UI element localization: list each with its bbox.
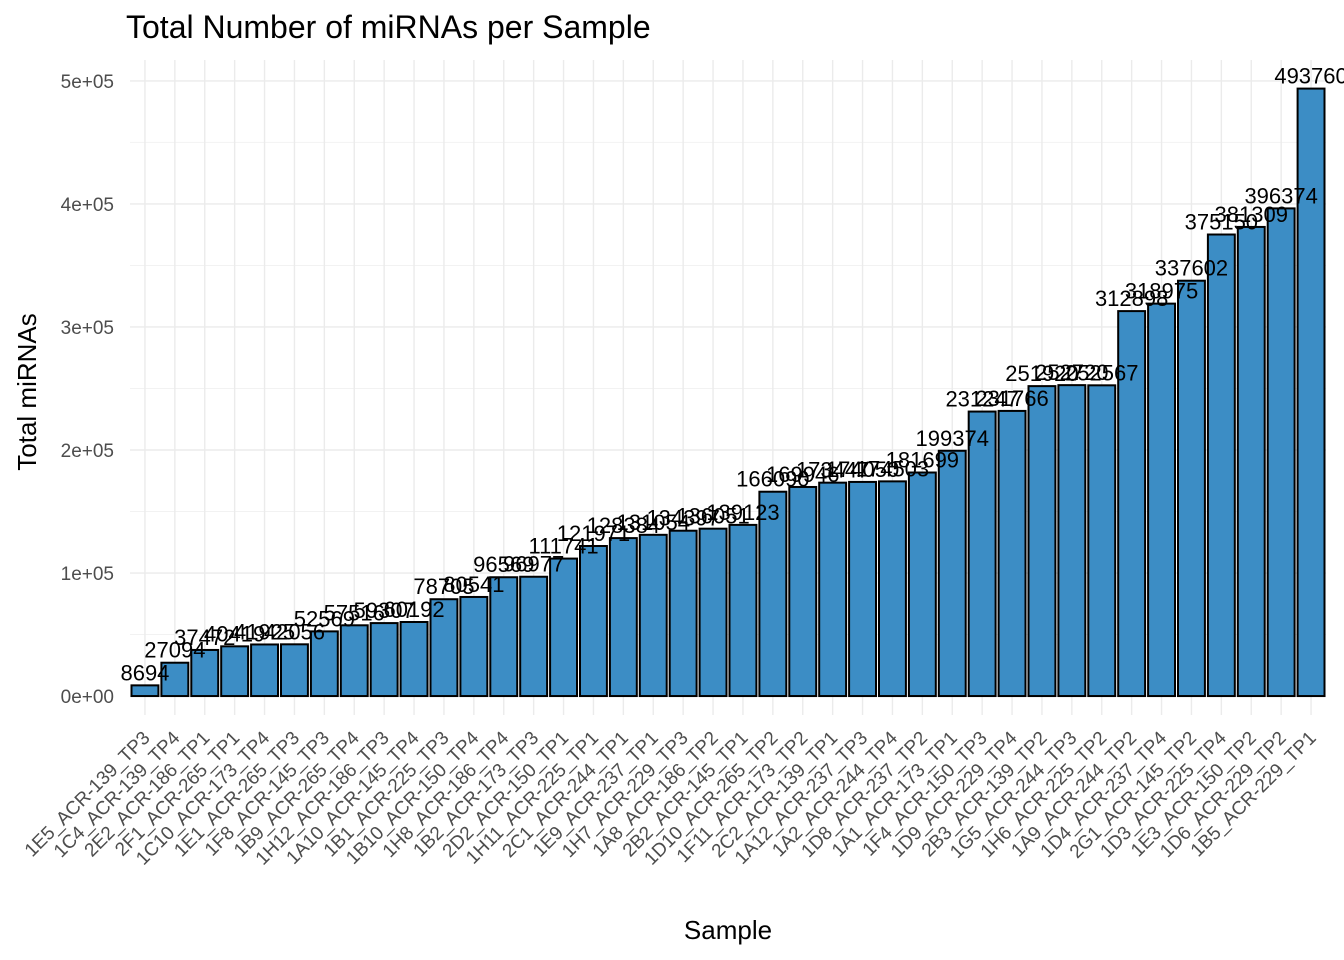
bar <box>519 575 549 698</box>
bar <box>1117 310 1147 698</box>
y-axis-title: Total miRNAs <box>12 313 42 470</box>
value-label: 57516 <box>324 600 385 625</box>
value-label: 52569 <box>294 606 355 631</box>
value-label: 181699 <box>886 448 959 473</box>
y-tick-label: 4e+05 <box>61 195 114 216</box>
value-label: 136051 <box>676 504 749 529</box>
value-label: 59307 <box>354 598 415 623</box>
value-label: 312898 <box>1095 286 1168 311</box>
bar <box>967 410 997 698</box>
value-label: 375150 <box>1185 210 1258 235</box>
value-label: 173447 <box>796 458 869 483</box>
value-label: 337602 <box>1155 256 1228 281</box>
value-label: 134397 <box>646 506 719 531</box>
value-label: 78705 <box>413 574 474 599</box>
bar <box>1266 207 1296 698</box>
bar <box>220 645 250 698</box>
bar <box>698 527 728 698</box>
bar <box>997 409 1027 698</box>
bar <box>788 485 818 698</box>
value-label: 174050 <box>826 457 899 482</box>
value-label: 60192 <box>383 597 444 622</box>
bar <box>489 576 519 698</box>
value-label: 174503 <box>856 456 929 481</box>
value-label: 252567 <box>1065 360 1138 385</box>
value-label: 111741 <box>528 534 598 559</box>
bar <box>937 449 967 698</box>
bar <box>758 490 788 698</box>
chart-title: Total Number of miRNAs per Sample <box>126 9 651 45</box>
bar <box>459 595 489 698</box>
value-label: 381309 <box>1215 202 1288 227</box>
value-label: 169946 <box>766 462 839 487</box>
bar <box>818 481 848 698</box>
bar <box>190 648 220 698</box>
value-label: 8694 <box>120 660 169 685</box>
bar <box>578 544 608 698</box>
y-tick-label: 0e+00 <box>61 687 114 708</box>
y-tick-label: 2e+05 <box>61 441 114 462</box>
bar <box>1176 279 1206 698</box>
value-label: 252720 <box>1035 360 1108 385</box>
bar <box>309 630 339 698</box>
value-label: 42056 <box>264 619 325 644</box>
value-label: 251920 <box>1005 361 1078 386</box>
bar <box>668 529 698 698</box>
value-label: 318975 <box>1125 279 1198 304</box>
value-label: 131054 <box>617 510 690 535</box>
bar <box>250 643 280 698</box>
value-label: 166090 <box>736 467 809 492</box>
value-label: 493760 <box>1274 64 1344 89</box>
value-label: 128384 <box>587 513 660 538</box>
bar <box>339 624 369 698</box>
y-tick-label: 3e+05 <box>61 318 114 339</box>
value-label: 37472 <box>174 625 235 650</box>
bar <box>1206 233 1236 698</box>
value-label: 27094 <box>144 638 205 663</box>
value-label: 231247 <box>945 387 1018 412</box>
bar <box>399 621 429 698</box>
bar <box>638 533 668 698</box>
bar <box>429 598 459 698</box>
bar <box>279 643 309 698</box>
value-label: 121971 <box>557 521 630 546</box>
value-label: 231766 <box>975 386 1048 411</box>
bar <box>549 557 579 698</box>
bar <box>907 471 937 698</box>
value-label: 199374 <box>916 426 989 451</box>
bar <box>877 480 907 698</box>
value-label: 139123 <box>706 500 779 525</box>
bar <box>1236 225 1266 698</box>
value-label: 80541 <box>443 572 504 597</box>
bar <box>1147 302 1177 698</box>
bar <box>160 661 190 698</box>
bar <box>728 523 758 698</box>
bar <box>1057 384 1087 698</box>
value-label: 96569 <box>473 552 534 577</box>
bar <box>848 480 878 698</box>
x-axis-title: Sample <box>684 915 772 945</box>
value-label: 40419 <box>204 621 265 646</box>
bar <box>369 622 399 698</box>
bar <box>1027 385 1057 698</box>
bar <box>608 537 638 698</box>
value-label: 41925 <box>234 619 295 644</box>
y-tick-label: 5e+05 <box>61 72 114 93</box>
bar <box>130 684 160 698</box>
bar <box>1087 384 1117 698</box>
y-tick-label: 1e+05 <box>61 564 114 585</box>
value-label: 396374 <box>1244 183 1317 208</box>
value-label: 96977 <box>503 552 564 577</box>
bar <box>1296 87 1326 698</box>
